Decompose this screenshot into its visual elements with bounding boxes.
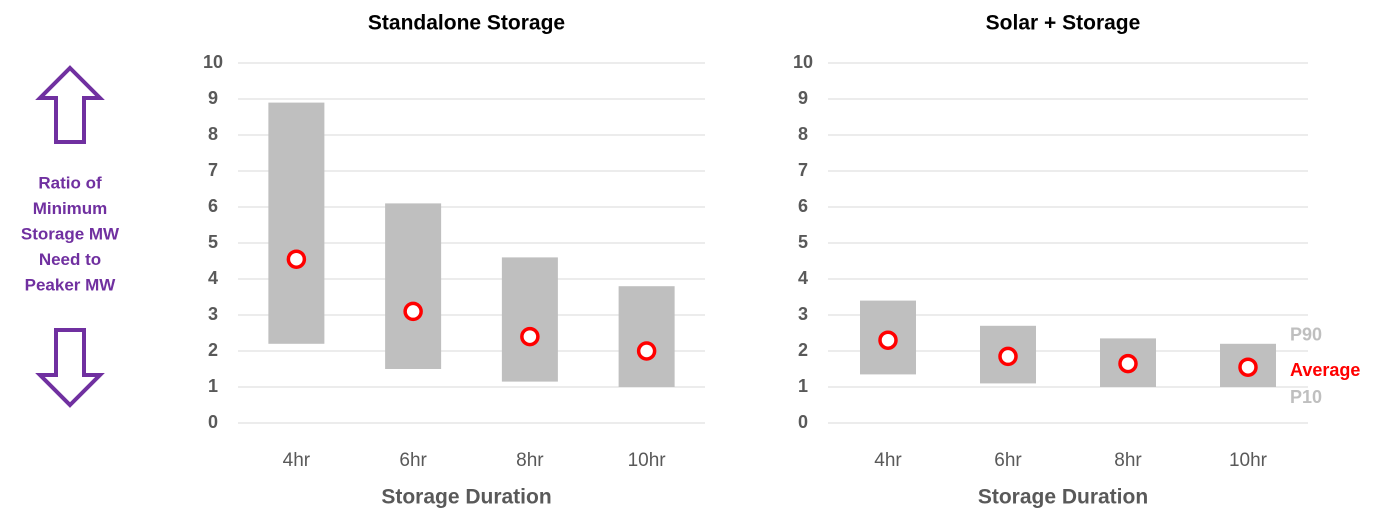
x-axis-title: Storage Duration bbox=[381, 486, 551, 509]
legend-label: Average bbox=[1290, 360, 1360, 380]
y-tick-label: 4 bbox=[798, 268, 808, 288]
average-marker bbox=[1238, 357, 1258, 377]
x-tick-label: 8hr bbox=[516, 450, 544, 471]
chart-title: Solar + Storage bbox=[986, 12, 1141, 35]
y-tick-label: 8 bbox=[208, 124, 218, 144]
x-tick-label: 10hr bbox=[628, 450, 667, 471]
y-tick-label: 2 bbox=[208, 340, 218, 360]
average-marker bbox=[1118, 353, 1138, 374]
x-tick-label: 10hr bbox=[1229, 450, 1268, 471]
y-tick-label: 6 bbox=[798, 196, 808, 216]
range-bar bbox=[385, 203, 442, 369]
y-tick-label: 5 bbox=[798, 232, 808, 252]
y-tick-label: 10 bbox=[793, 52, 813, 72]
range-bar bbox=[268, 102, 325, 344]
y-tick-label: 1 bbox=[798, 376, 808, 396]
y-tick-label: 0 bbox=[208, 412, 218, 432]
range-bar bbox=[501, 257, 558, 382]
average-marker bbox=[878, 330, 898, 350]
y-tick-label: 3 bbox=[798, 304, 808, 324]
average-marker bbox=[403, 301, 423, 322]
average-marker bbox=[636, 341, 657, 361]
x-tick-label: 6hr bbox=[399, 450, 427, 471]
y-tick-label: 7 bbox=[208, 160, 218, 180]
legend-label: P90 bbox=[1290, 325, 1322, 345]
y-tick-label: 2 bbox=[798, 340, 808, 360]
y-tick-label: 5 bbox=[208, 232, 218, 252]
legend-label: P10 bbox=[1290, 387, 1322, 407]
x-tick-label: 6hr bbox=[994, 450, 1022, 471]
x-tick-label: 4hr bbox=[874, 450, 902, 471]
y-tick-label: 8 bbox=[798, 124, 808, 144]
y-tick-label: 6 bbox=[208, 196, 218, 216]
average-marker bbox=[998, 346, 1018, 367]
y-tick-label: 1 bbox=[208, 376, 218, 396]
chart-title: Standalone Storage bbox=[368, 12, 565, 35]
up-arrow bbox=[35, 65, 105, 144]
y-tick-label: 9 bbox=[798, 88, 808, 108]
y-axis-label: Storage MW bbox=[21, 224, 120, 243]
average-marker bbox=[286, 249, 307, 269]
y-tick-label: 4 bbox=[208, 268, 218, 288]
y-tick-label: 3 bbox=[208, 304, 218, 324]
y-tick-label: 0 bbox=[798, 412, 808, 432]
average-marker bbox=[520, 326, 540, 347]
x-axis-title: Storage Duration bbox=[978, 486, 1148, 509]
y-tick-label: 7 bbox=[798, 160, 808, 180]
x-tick-label: 8hr bbox=[1114, 450, 1142, 471]
down-arrow bbox=[35, 328, 105, 408]
y-tick-label: 10 bbox=[203, 52, 223, 72]
range-bar bbox=[618, 286, 675, 387]
y-axis-label: Ratio of bbox=[38, 173, 102, 192]
y-axis-label: Need to bbox=[39, 250, 101, 269]
y-axis-label: Peaker MW bbox=[25, 275, 117, 294]
y-axis-label: Minimum bbox=[33, 199, 108, 218]
y-tick-label: 9 bbox=[208, 88, 218, 108]
x-tick-label: 4hr bbox=[283, 450, 311, 471]
